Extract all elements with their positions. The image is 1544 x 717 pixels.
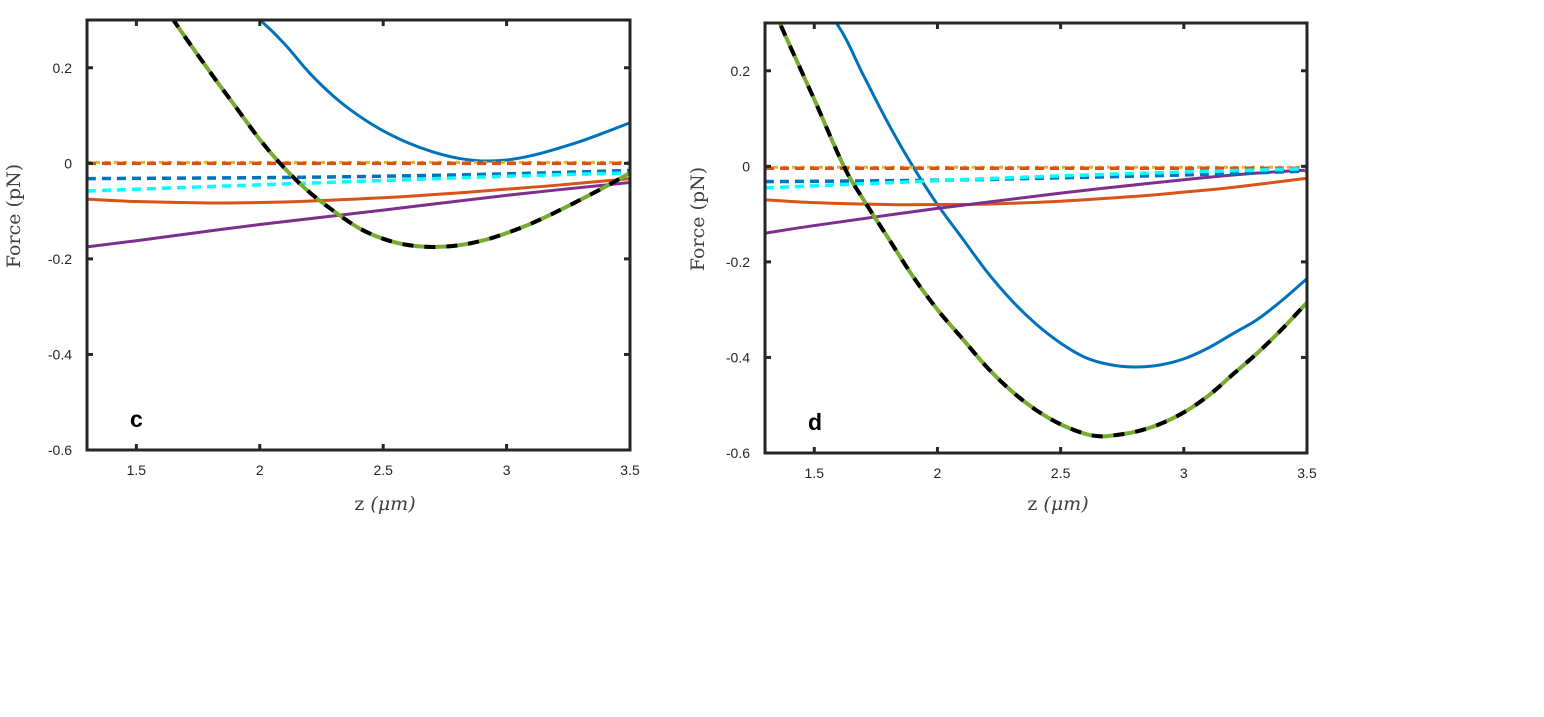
y-tick-label: -0.6 [48,442,72,458]
x-tick-label: 3 [1180,465,1188,481]
x-tick-label: 3 [503,462,511,478]
x-tick-label: 1.5 [127,462,147,478]
y-tick-label: -0.4 [48,346,72,362]
axes-box [763,21,1309,455]
series-line-cyan-dashed [765,166,1307,190]
y-tick-label: -0.4 [726,349,750,365]
series-line-green-solid [777,23,1307,439]
x-tick-label: 1.5 [805,465,825,481]
y-axis-title: Force (pN) [3,164,25,268]
panel-label: d [808,409,822,435]
y-tick-label: 0 [742,158,750,174]
series-line-black-dashed [777,23,1307,439]
series-line-black-dashed [170,20,630,249]
x-axis-title-unit: (μm) [1043,493,1088,515]
series-layer [87,20,630,249]
x-tick-label: 2.5 [373,462,393,478]
x-axis-title-unit: (μm) [370,493,415,515]
x-axis-title: z (μm) [1027,493,1088,515]
x-tick-label: 3.5 [1297,465,1317,481]
series-layer [765,23,1307,439]
y-tick-label: 0 [64,155,72,171]
series-line-cyan-dashed [87,171,630,193]
series-line-blue-dashed [87,168,630,181]
series-line-orange-solid [87,177,630,205]
series-line-orange-solid [765,176,1307,207]
chart-panel-d: 1.5 2 2.5 3 3.5 0.2 0 -0.2 -0.4 -0.6 d z (μm) For… [687,21,1317,515]
x-axis-title-base: z [1027,493,1037,515]
x-tick-label: 2 [256,462,264,478]
axes-box [85,18,632,452]
chart-panel-c: 1.5 2 2.5 3 3.5 0.2 0 -0.2 -0.4 -0.6 c z (μm) For… [3,18,640,515]
x-axis-title: z (μm) [354,493,415,515]
series-line-blue-dashed [765,169,1307,184]
x-tick-label: 2 [934,465,942,481]
y-tick-label: -0.6 [726,445,750,461]
x-tick-label: 2.5 [1051,465,1071,481]
ticks: 1.5 2 2.5 3 3.5 0.2 0 -0.2 -0.4 -0.6 [726,23,1317,481]
series-line-blue-solid [834,23,1307,369]
x-tick-label: 3.5 [620,462,640,478]
x-axis-title-base: z [354,493,364,515]
y-tick-label: 0.2 [731,63,751,79]
y-axis-title: Force (pN) [687,167,709,271]
panel-label: c [130,406,143,432]
y-tick-label: 0.2 [53,60,73,76]
ticks: 1.5 2 2.5 3 3.5 0.2 0 -0.2 -0.4 -0.6 [48,20,640,478]
y-tick-label: -0.2 [726,254,750,270]
series-line-blue-solid [257,20,630,163]
y-tick-label: -0.2 [48,251,72,267]
